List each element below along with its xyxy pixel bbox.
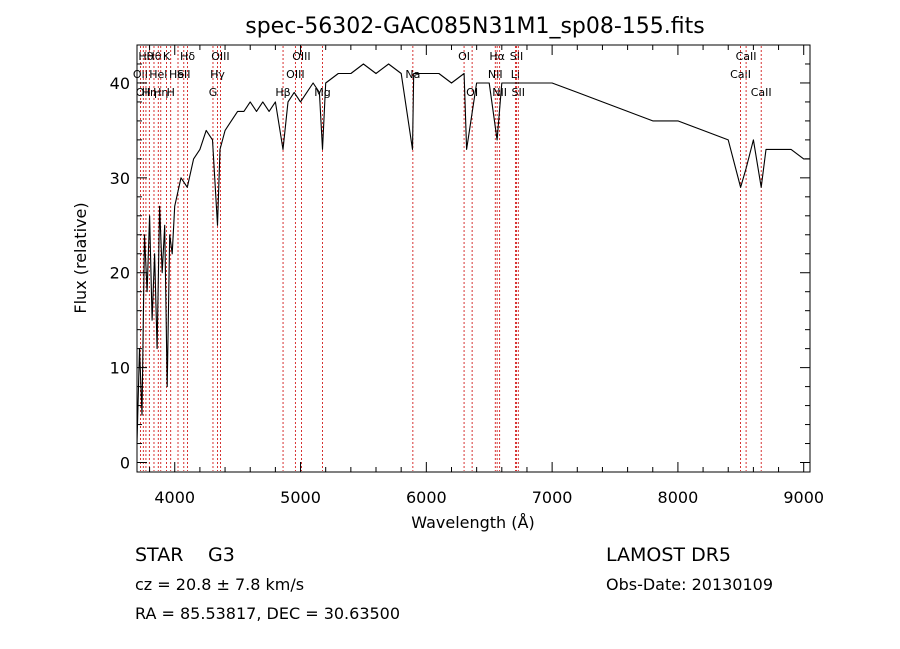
x-tick-label-4: 8000	[658, 488, 699, 507]
object-class: STAR	[135, 544, 183, 566]
line-marker-label-9: Hel	[169, 68, 187, 81]
line-marker-label-29: CaII	[736, 50, 757, 63]
line-markers: OIIOIIHθHηHθHelHηKHHelSIIHδGHγOIIIHβOIII…	[133, 46, 772, 471]
sky-coordinates: RA = 85.53817, DEC = 30.63500	[135, 604, 400, 623]
line-marker-label-13: Hγ	[210, 68, 225, 81]
line-marker-label-28: CaII	[730, 68, 751, 81]
line-marker-label-25: Li	[511, 68, 520, 81]
line-marker-label-10: SII	[177, 68, 190, 81]
x-tick-label-1: 5000	[280, 488, 321, 507]
line-marker-label-3: Hη	[142, 86, 157, 99]
x-tick-label-3: 7000	[532, 488, 573, 507]
line-marker-label-18: Mg	[314, 86, 330, 99]
line-marker-label-11: Hδ	[180, 50, 195, 63]
redshift-cz: cz = 20.8 ± 7.8 km/s	[135, 575, 304, 594]
line-marker-label-26: SII	[510, 50, 523, 63]
line-marker-label-6: Hη	[153, 86, 168, 99]
line-marker-label-2: Hθ	[138, 50, 153, 63]
plot-frame	[136, 44, 811, 473]
y-axis-ticks: 0 10 20 30 40	[110, 63, 810, 473]
spectrum-series	[136, 63, 810, 444]
x-axis-label: Wavelength (Å)	[411, 513, 534, 532]
line-marker-label-16: OIII	[286, 68, 304, 81]
y-tick-label-0: 0	[120, 454, 130, 473]
x-tick-label-5: 9000	[783, 488, 824, 507]
line-marker-label-23: Hα	[489, 50, 505, 63]
chart-title: spec-56302-GAC085N31M1_sp08-155.fits	[245, 14, 705, 39]
line-marker-label-19: Na	[405, 68, 420, 81]
x-axis-ticks: 4000 5000 6000 7000 8000 9000	[149, 45, 824, 507]
x-tick-label-0: 4000	[154, 488, 195, 507]
line-marker-label-30: CaII	[751, 86, 772, 99]
survey-name: LAMOST DR5	[606, 544, 731, 566]
spectrum-line-0	[136, 63, 810, 444]
line-marker-label-17: OIII	[292, 50, 310, 63]
line-marker-label-21: OI	[466, 86, 478, 99]
y-tick-label-1: 10	[110, 359, 130, 378]
line-marker-label-24: NII	[492, 86, 507, 99]
line-marker-label-8: H	[167, 86, 175, 99]
line-marker-label-12: G	[209, 86, 218, 99]
y-tick-label-2: 20	[110, 264, 130, 283]
y-tick-label-4: 40	[110, 74, 130, 93]
y-tick-label-3: 30	[110, 169, 130, 188]
line-marker-label-1: OII	[136, 86, 151, 99]
line-marker-label-27: SII	[512, 86, 525, 99]
object-subclass: G3	[208, 544, 235, 566]
line-marker-label-5: Hel	[149, 68, 167, 81]
line-marker-label-15: Hβ	[275, 86, 290, 99]
line-marker-label-7: K	[163, 50, 171, 63]
line-marker-label-22: NII	[488, 68, 503, 81]
line-marker-label-20: OI	[458, 50, 470, 63]
observation-date: Obs-Date: 20130109	[606, 575, 773, 594]
x-tick-label-2: 6000	[406, 488, 447, 507]
y-axis-label: Flux (relative)	[71, 202, 90, 313]
line-marker-label-14: OIII	[211, 50, 229, 63]
line-marker-label-4: Hθ	[146, 50, 161, 63]
